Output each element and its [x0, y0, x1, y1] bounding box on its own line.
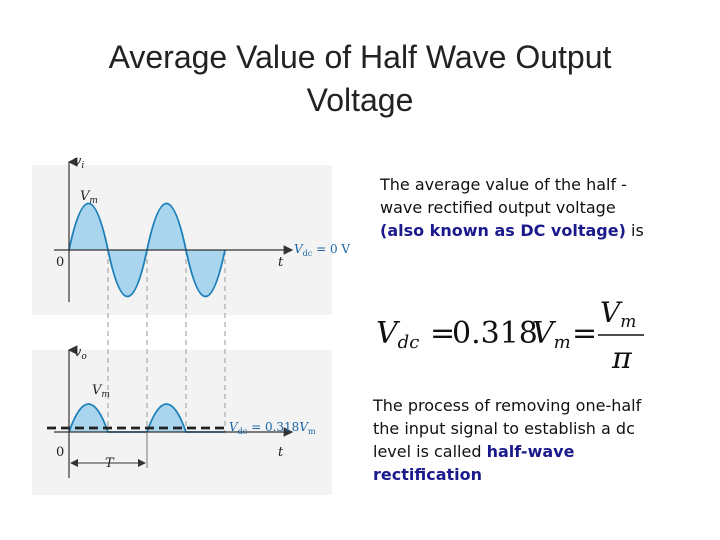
- period-label: T: [105, 456, 115, 471]
- title-line-1: Average Value of Half Wave Output: [108, 39, 612, 75]
- bottom-origin-label: 0: [56, 445, 64, 460]
- average-voltage-formula: Vdc = 0.318 Vm = Vm π: [372, 290, 652, 376]
- top-peak-label: Vm: [80, 189, 98, 206]
- formula-denominator: π: [611, 341, 633, 372]
- period-guide-lines: [107, 250, 226, 432]
- top-origin-label: 0: [56, 255, 64, 270]
- top-dc-label: Vdc = 0 V: [294, 242, 350, 258]
- average-value-text: The average value of the half -wave rect…: [380, 175, 627, 217]
- slide-title: Average Value of Half Wave Output Voltag…: [0, 36, 720, 122]
- output-waveform-plot: vo Vm 0 T t Vdc = 0.318Vm: [47, 345, 316, 478]
- bottom-dc-label: Vdc = 0.318Vm: [229, 420, 316, 436]
- average-value-description: The average value of the half -wave rect…: [380, 173, 650, 242]
- top-time-label: t: [278, 255, 284, 270]
- rectifier-waveform-figure: vi Vm 0 t Vdc = 0 V vo: [32, 150, 362, 499]
- bottom-time-label: t: [278, 445, 284, 460]
- top-axis-label: vi: [74, 154, 84, 171]
- rectification-text: The process of removing one-half the inp…: [373, 396, 642, 461]
- bottom-peak-label: Vm: [92, 383, 110, 400]
- half-wave-rectification-highlight: half-wave rectification: [373, 442, 575, 484]
- bottom-axis-label: vo: [74, 345, 87, 362]
- input-waveform-plot: vi Vm 0 t Vdc = 0 V: [54, 154, 350, 302]
- formula-vm: Vm: [532, 316, 571, 353]
- title-line-2: Voltage: [306, 82, 414, 118]
- formula-equals-1: =: [430, 316, 455, 351]
- dc-voltage-highlight: (also known as DC voltage): [380, 221, 626, 240]
- formula-numerator: Vm: [600, 296, 636, 332]
- rectification-description: The process of removing one-half the inp…: [373, 394, 668, 486]
- formula-coefficient: 0.318: [452, 316, 538, 351]
- formula-equals-2: =: [572, 316, 597, 351]
- average-value-tail: is: [625, 221, 644, 240]
- formula-lhs: Vdc: [376, 316, 419, 353]
